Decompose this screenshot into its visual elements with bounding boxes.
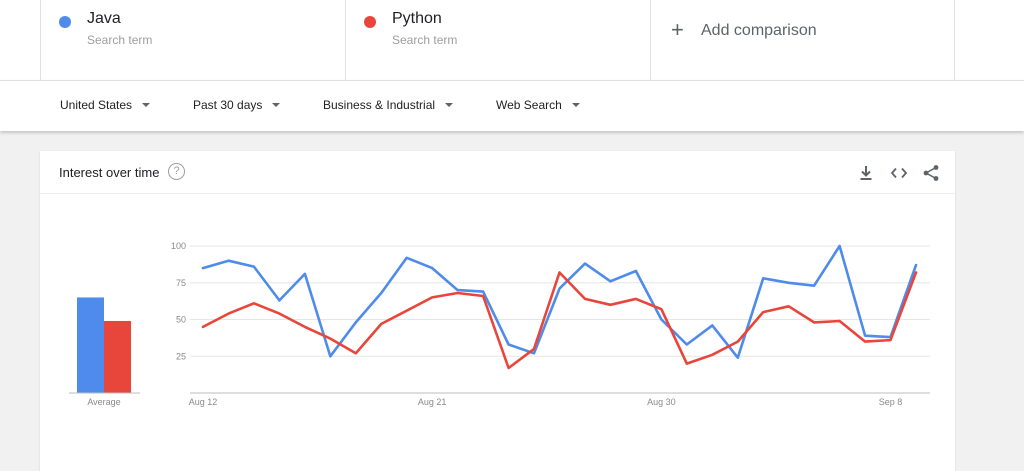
java-color-dot [59,16,71,28]
category-dropdown[interactable]: Business & Industrial [323,98,454,112]
interest-over-time-card: Interest over time ? [40,151,955,471]
filter-bar: United States Past 30 days Business & In… [0,80,1024,131]
term-name: Java [87,10,121,27]
region-dropdown[interactable]: United States [60,98,151,112]
search-type-label: Web Search [496,98,562,112]
caret-down-icon [272,103,281,107]
time-range-label: Past 30 days [193,98,263,112]
card-header: Interest over time ? [40,151,955,194]
caret-down-icon [445,103,454,107]
region-label: United States [60,98,133,112]
search-type-dropdown[interactable]: Web Search [496,98,580,112]
card-title: Interest over time [59,165,160,180]
python-color-dot [364,16,376,28]
share-icon[interactable] [921,163,941,183]
term-subtitle: Search term [392,33,458,47]
question-icon[interactable]: ? [168,163,185,180]
add-comparison-button[interactable]: + Add comparison [650,0,955,80]
plus-icon: + [671,17,684,42]
term-java[interactable]: Java Search term [40,0,345,80]
download-icon[interactable] [856,163,876,183]
embed-code-icon[interactable] [889,163,909,183]
term-name: Python [392,10,442,27]
caret-down-icon [571,103,580,107]
search-terms-bar: Java Search term Python Search term + Ad… [0,0,1024,80]
category-label: Business & Industrial [323,98,436,112]
time-range-dropdown[interactable]: Past 30 days [193,98,281,112]
caret-down-icon [142,103,151,107]
add-comparison-label: Add comparison [701,22,817,39]
term-python[interactable]: Python Search term [345,0,650,80]
term-subtitle: Search term [87,33,153,47]
